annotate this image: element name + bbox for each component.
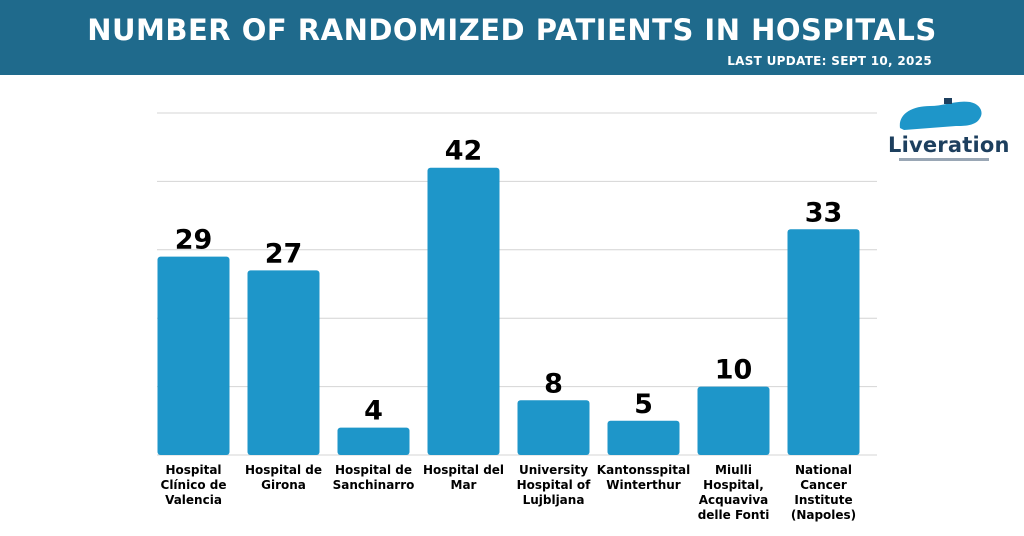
category-label: Hospital Clínico de Valencia: [161, 463, 227, 507]
bar-value-label: 8: [544, 368, 563, 399]
bar: [517, 400, 590, 455]
category-label: Miulli Hospital, Acquaviva delle Fonti: [698, 463, 770, 522]
bar: [607, 420, 680, 455]
bar: [337, 427, 410, 455]
bar-value-label: 42: [445, 136, 483, 167]
bar: [247, 270, 320, 455]
bar-value-label: 33: [805, 197, 843, 228]
page-title: NUMBER OF RANDOMIZED PATIENTS IN HOSPITA…: [87, 13, 937, 47]
category-label: University Hospital of Lujbljana: [517, 463, 592, 507]
bar: [787, 229, 860, 455]
bar: [427, 167, 500, 455]
category-label: Hospital de Girona: [245, 463, 322, 492]
category-label: National Cancer Institute (Napoles): [791, 463, 856, 522]
category-label: Hospital del Mar: [423, 463, 504, 492]
logo-text: Liveration: [888, 133, 1010, 157]
bar-value-label: 5: [634, 389, 653, 420]
bar-value-label: 29: [175, 225, 213, 256]
bar: [157, 256, 230, 455]
category-label: Kantonsspital Winterthur: [597, 463, 690, 492]
bar-value-label: 10: [715, 355, 753, 386]
bar-value-label: 4: [364, 396, 383, 427]
title-banner: NUMBER OF RANDOMIZED PATIENTS IN HOSPITA…: [0, 0, 1024, 75]
liver-icon: [899, 98, 982, 130]
bar: [697, 386, 770, 455]
last-update-label: LAST UPDATE: SEPT 10, 2025: [727, 54, 932, 68]
category-label: Hospital de Sanchinarro: [333, 463, 415, 492]
logo-tagline-line: [899, 158, 989, 161]
bar-value-label: 27: [265, 238, 303, 269]
